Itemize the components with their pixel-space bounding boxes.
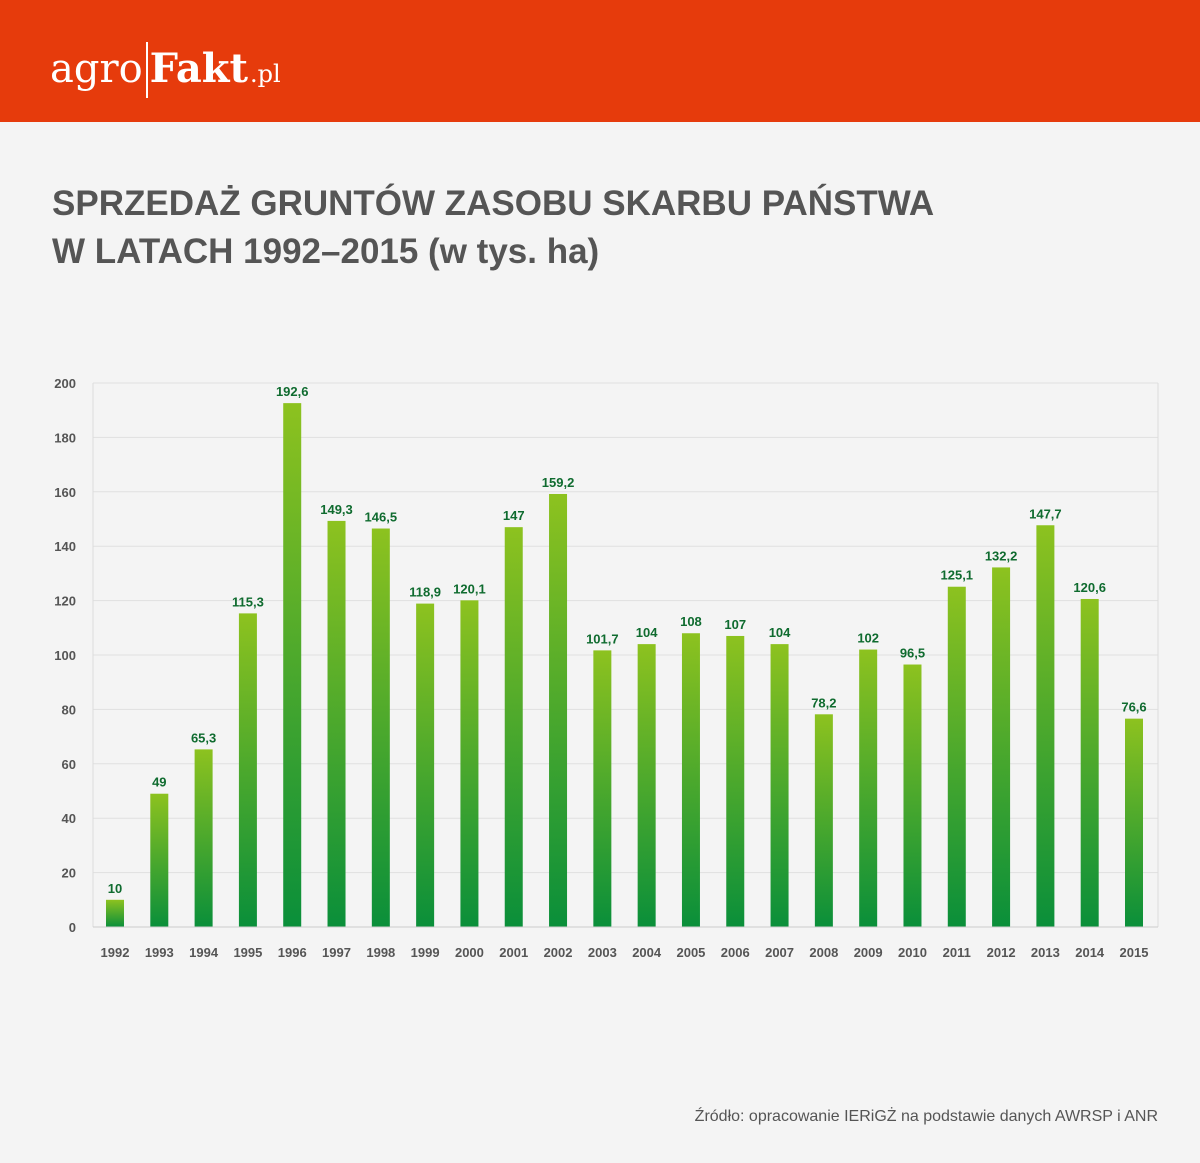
x-tick-label: 2002 bbox=[544, 945, 573, 960]
value-label-1996: 192,6 bbox=[276, 384, 309, 399]
x-tick-label: 2011 bbox=[943, 945, 971, 960]
x-tick-label: 1993 bbox=[145, 945, 174, 960]
bar-1995 bbox=[238, 613, 257, 927]
value-label-2005: 108 bbox=[680, 614, 702, 629]
bars bbox=[106, 403, 1143, 927]
value-label-2009: 102 bbox=[857, 631, 879, 646]
bar-1992 bbox=[106, 899, 124, 927]
bar-2000 bbox=[460, 600, 479, 927]
bar-1997 bbox=[327, 520, 346, 927]
bar-2012 bbox=[992, 567, 1011, 927]
x-tick-label: 1997 bbox=[322, 945, 351, 960]
logo-text-agro: agro bbox=[50, 46, 143, 92]
bar-1994 bbox=[194, 749, 213, 927]
bar-1998 bbox=[371, 528, 390, 927]
x-tick-label: 2015 bbox=[1120, 945, 1149, 960]
x-tick-label: 2009 bbox=[854, 945, 883, 960]
x-tick-label: 2013 bbox=[1031, 945, 1060, 960]
value-label-1992: 10 bbox=[108, 881, 122, 896]
x-tick-label: 2004 bbox=[632, 945, 662, 960]
bar-2002 bbox=[549, 493, 568, 927]
value-label-1993: 49 bbox=[152, 775, 166, 790]
bar-2004 bbox=[637, 644, 656, 927]
bar-1993 bbox=[150, 793, 169, 927]
chart-title-line-2: W LATACH 1992–2015 (w tys. ha) bbox=[52, 232, 600, 271]
y-tick-label: 200 bbox=[54, 376, 76, 391]
bar-chart: 0 20 40 60 80 100 120 140 160 180 200 10 49 65,3 115,… bbox=[54, 376, 1159, 960]
bar-2009 bbox=[859, 649, 878, 927]
value-label-1998: 146,5 bbox=[365, 510, 398, 525]
x-tick-label: 2001 bbox=[499, 945, 528, 960]
y-tick-label: 40 bbox=[62, 811, 76, 826]
bar-2013 bbox=[1036, 525, 1055, 927]
value-label-2011: 125,1 bbox=[941, 568, 974, 583]
source-note: Źródło: opracowanie IERiGŻ na podstawie … bbox=[694, 1108, 1158, 1125]
bar-1999 bbox=[416, 603, 435, 927]
x-tick-label: 1992 bbox=[101, 945, 130, 960]
value-labels: 10 49 65,3 115,3 192,6 149,3 146,5 118,9 120,1 14… bbox=[108, 384, 1147, 896]
bar-1996 bbox=[283, 403, 302, 927]
value-label-1997: 149,3 bbox=[320, 502, 353, 517]
x-tick-label: 1999 bbox=[411, 945, 440, 960]
bar-2008 bbox=[814, 714, 833, 927]
header-bar: agro Fakt .pl bbox=[0, 0, 1200, 122]
value-label-2004: 104 bbox=[636, 625, 658, 640]
x-tick-label: 1994 bbox=[189, 945, 219, 960]
value-label-2014: 120,6 bbox=[1073, 580, 1106, 595]
value-label-1999: 118,9 bbox=[409, 585, 441, 600]
x-tick-label: 2005 bbox=[676, 945, 705, 960]
y-tick-label: 160 bbox=[54, 485, 76, 500]
bar-2011 bbox=[947, 586, 966, 927]
y-tick-label: 140 bbox=[54, 539, 76, 554]
y-tick-label: 0 bbox=[69, 920, 76, 935]
bar-2006 bbox=[726, 635, 745, 927]
agrofakt-logo[interactable]: agro Fakt .pl bbox=[50, 28, 281, 98]
logo-divider bbox=[145, 42, 148, 98]
x-tick-label: 2012 bbox=[987, 945, 1016, 960]
chart-title-line-1: SPRZEDAŻ GRUNTÓW ZASOBU SKARBU PAŃSTWA bbox=[52, 184, 935, 223]
y-tick-label: 180 bbox=[54, 430, 76, 445]
value-label-2007: 104 bbox=[769, 625, 791, 640]
value-label-2006: 107 bbox=[724, 617, 746, 632]
logo-text-pl: .pl bbox=[249, 60, 281, 88]
value-label-2012: 132,2 bbox=[985, 548, 1018, 563]
value-label-2003: 101,7 bbox=[586, 631, 619, 646]
bar-2010 bbox=[903, 664, 922, 927]
y-tick-label: 100 bbox=[54, 648, 76, 663]
x-tick-label: 2008 bbox=[809, 945, 838, 960]
chart-title: SPRZEDAŻ GRUNTÓW ZASOBU SKARBU PAŃSTWA W… bbox=[52, 180, 934, 276]
value-label-1994: 65,3 bbox=[191, 730, 216, 745]
x-tick-label: 2014 bbox=[1075, 945, 1105, 960]
x-tick-label: 2010 bbox=[898, 945, 927, 960]
x-tick-label: 1996 bbox=[278, 945, 307, 960]
y-tick-label: 80 bbox=[62, 702, 76, 717]
value-label-2015: 76,6 bbox=[1121, 700, 1146, 715]
value-label-2008: 78,2 bbox=[811, 695, 836, 710]
x-tick-label: 1998 bbox=[366, 945, 395, 960]
x-axis-ticks: 1992 1993 1994 1995 1996 1997 1998 1999 2000 2001… bbox=[93, 926, 1158, 960]
x-tick-label: 2006 bbox=[721, 945, 750, 960]
y-tick-label: 60 bbox=[62, 757, 76, 772]
value-label-2002: 159,2 bbox=[542, 475, 575, 490]
x-tick-label: 2000 bbox=[455, 945, 484, 960]
bar-2001 bbox=[504, 527, 523, 927]
y-tick-label: 20 bbox=[62, 866, 76, 881]
x-tick-label: 2003 bbox=[588, 945, 617, 960]
value-label-2001: 147 bbox=[503, 508, 525, 523]
x-tick-label: 1995 bbox=[233, 945, 262, 960]
bar-2014 bbox=[1080, 598, 1099, 927]
bar-2005 bbox=[681, 633, 700, 927]
bar-2003 bbox=[593, 650, 612, 927]
x-tick-label: 2007 bbox=[765, 945, 794, 960]
grid-lines bbox=[92, 382, 1159, 928]
value-label-2013: 147,7 bbox=[1029, 506, 1062, 521]
value-label-1995: 115,3 bbox=[232, 594, 264, 609]
y-axis-ticks: 0 20 40 60 80 100 120 140 160 180 200 bbox=[54, 376, 76, 935]
y-tick-label: 120 bbox=[54, 594, 76, 609]
bar-2015 bbox=[1125, 718, 1143, 927]
value-label-2000: 120,1 bbox=[453, 581, 486, 596]
bar-2007 bbox=[770, 644, 789, 927]
value-label-2010: 96,5 bbox=[900, 646, 925, 661]
logo-text-fakt: Fakt bbox=[149, 45, 248, 92]
